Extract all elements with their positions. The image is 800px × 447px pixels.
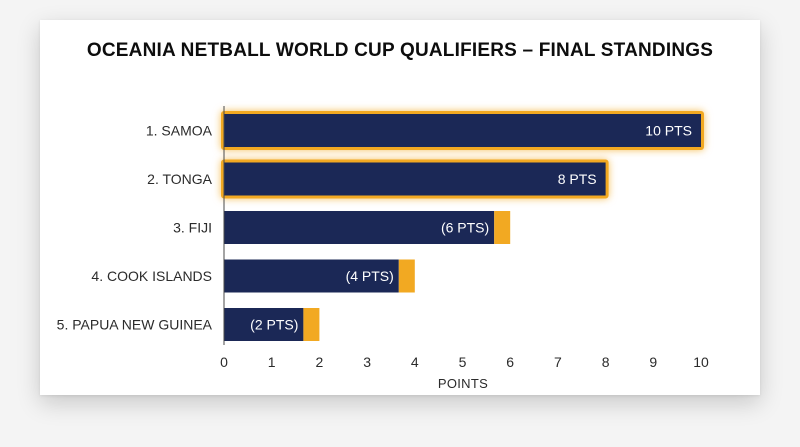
- bar-label-samoa: 10 PTS: [645, 123, 692, 139]
- category-label-fiji: 3. FIJI: [173, 220, 212, 236]
- bar-label-papua-new-guinea: (2 PTS): [250, 317, 298, 333]
- bar-label-tonga: 8 PTS: [558, 171, 597, 187]
- x-tick-label-8: 8: [602, 354, 610, 370]
- x-tick-label-3: 3: [363, 354, 371, 370]
- category-label-papua-new-guinea: 5. PAPUA NEW GUINEA: [57, 317, 213, 333]
- x-tick-label-7: 7: [554, 354, 562, 370]
- x-axis-title: POINTS: [438, 376, 488, 391]
- x-tick-label-10: 10: [693, 354, 709, 370]
- bar-accent-cook-islands: [398, 259, 415, 293]
- bar-samoa: [221, 111, 704, 150]
- bar-fiji: [224, 211, 495, 244]
- bar-tonga: [221, 159, 609, 199]
- chart-title: OCEANIA NETBALL WORLD CUP QUALIFIERS – F…: [86, 40, 714, 61]
- x-tick-label-2: 2: [316, 354, 324, 370]
- chart-card: [40, 20, 760, 395]
- category-label-tonga: 2. TONGA: [147, 171, 213, 187]
- category-label-samoa: 1. SAMOA: [146, 123, 213, 139]
- category-label-cook-islands: 4. COOK ISLANDS: [91, 268, 212, 284]
- bar-accent-papua-new-guinea: [303, 308, 320, 341]
- x-tick-label-4: 4: [411, 354, 419, 370]
- bar-label-fiji: (6 PTS): [441, 220, 489, 236]
- bar-accent-fiji: [494, 211, 511, 244]
- x-tick-label-6: 6: [506, 354, 514, 370]
- bar-cook-islands: [224, 259, 399, 293]
- x-tick-label-9: 9: [649, 354, 657, 370]
- x-tick-label-5: 5: [459, 354, 467, 370]
- x-tick-label-1: 1: [268, 354, 276, 370]
- bar-label-cook-islands: (4 PTS): [346, 268, 394, 284]
- bar-papua-new-guinea: [224, 308, 304, 341]
- x-tick-label-0: 0: [220, 354, 228, 370]
